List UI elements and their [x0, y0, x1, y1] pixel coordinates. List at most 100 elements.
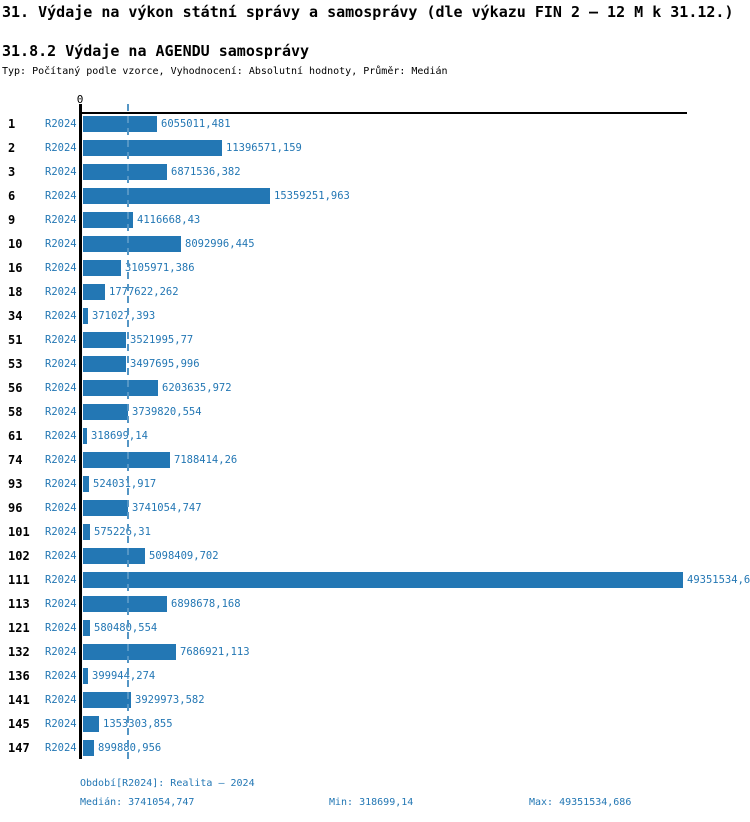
- row-category-label: 141: [8, 693, 30, 707]
- chart-meta: Typ: Počítaný podle vzorce, Vyhodnocení:…: [2, 66, 448, 77]
- row-series-label: R2024: [45, 382, 77, 394]
- row-category-label: 10: [8, 237, 23, 251]
- row-series-label: R2024: [45, 118, 77, 130]
- y-axis-line: [79, 104, 82, 759]
- row-series-label: R2024: [45, 454, 77, 466]
- row-category-label: 111: [8, 573, 30, 587]
- chart-row: 61 R2024 318699,14: [0, 428, 750, 444]
- bar-value-label: 7188414,26: [174, 454, 238, 466]
- row-series-label: R2024: [45, 526, 77, 538]
- row-category-label: 96: [8, 501, 23, 515]
- row-category-label: 18: [8, 285, 23, 299]
- row-series-label: R2024: [45, 238, 77, 250]
- bar: [83, 308, 88, 324]
- bar: [83, 404, 128, 420]
- bar: [83, 428, 87, 444]
- row-category-label: 34: [8, 309, 23, 323]
- bar: [83, 572, 683, 588]
- axis-zero-label: 0: [76, 93, 84, 106]
- bar: [83, 140, 222, 156]
- row-category-label: 58: [8, 405, 23, 419]
- bar-value-label: 3741054,747: [132, 502, 202, 514]
- footer-max: Max: 49351534,686: [529, 797, 632, 808]
- bar: [83, 668, 88, 684]
- row-category-label: 61: [8, 429, 23, 443]
- bar: [83, 260, 121, 276]
- row-category-label: 102: [8, 549, 30, 563]
- row-series-label: R2024: [45, 694, 77, 706]
- row-category-label: 3: [8, 165, 16, 179]
- chart-row: 93 R2024 524031,917: [0, 476, 750, 492]
- row-series-label: R2024: [45, 190, 77, 202]
- chart-row: 132 R2024 7686921,113: [0, 644, 750, 660]
- chart-row: 121 R2024 580480,554: [0, 620, 750, 636]
- chart-row: 101 R2024 575226,31: [0, 524, 750, 540]
- chart-row: 113 R2024 6898678,168: [0, 596, 750, 612]
- row-series-label: R2024: [45, 574, 77, 586]
- bar: [83, 476, 89, 492]
- bar-value-label: 6055011,481: [161, 118, 231, 130]
- x-axis-line: [79, 112, 687, 114]
- row-series-label: R2024: [45, 310, 77, 322]
- bar-value-label: 4116668,43: [137, 214, 201, 226]
- row-series-label: R2024: [45, 670, 77, 682]
- chart-row: 51 R2024 3521995,77: [0, 332, 750, 348]
- bar-value-label: 8092996,445: [185, 238, 255, 250]
- row-series-label: R2024: [45, 502, 77, 514]
- bar-value-label: 524031,917: [93, 478, 157, 490]
- chart-row: 10 R2024 8092996,445: [0, 236, 750, 252]
- row-series-label: R2024: [45, 142, 77, 154]
- bar-value-label: 399944,274: [92, 670, 156, 682]
- footer-median: Medián: 3741054,747: [80, 797, 195, 808]
- bar-value-label: 3739820,554: [132, 406, 202, 418]
- row-series-label: R2024: [45, 406, 77, 418]
- bar-value-label: 3929973,582: [135, 694, 205, 706]
- bar: [83, 644, 176, 660]
- bar: [83, 332, 126, 348]
- chart-row: 3 R2024 6871536,382: [0, 164, 750, 180]
- bar: [83, 500, 128, 516]
- chart-row: 102 R2024 5098409,702: [0, 548, 750, 564]
- bar-value-label: 49351534,68: [687, 574, 750, 586]
- chart-row: 141 R2024 3929973,582: [0, 692, 750, 708]
- row-category-label: 51: [8, 333, 23, 347]
- chart-row: 74 R2024 7188414,26: [0, 452, 750, 468]
- row-series-label: R2024: [45, 358, 77, 370]
- chart-row: 96 R2024 3741054,747: [0, 500, 750, 516]
- footer-period: Období[R2024]: Realita – 2024: [80, 778, 255, 789]
- bar: [83, 164, 167, 180]
- bar: [83, 692, 131, 708]
- bar-value-label: 1353303,855: [103, 718, 173, 730]
- chart-row: 6 R2024 15359251,963: [0, 188, 750, 204]
- bar-value-label: 15359251,963: [274, 190, 350, 202]
- bar-value-label: 1777622,262: [109, 286, 179, 298]
- row-series-label: R2024: [45, 430, 77, 442]
- row-series-label: R2024: [45, 166, 77, 178]
- chart-row: 111 R2024 49351534,68: [0, 572, 750, 588]
- bar-value-label: 371027,393: [92, 310, 156, 322]
- bar: [83, 212, 133, 228]
- row-series-label: R2024: [45, 550, 77, 562]
- chart-row: 34 R2024 371027,393: [0, 308, 750, 324]
- row-category-label: 56: [8, 381, 23, 395]
- row-series-label: R2024: [45, 598, 77, 610]
- row-category-label: 53: [8, 357, 23, 371]
- chart-row: 145 R2024 1353303,855: [0, 716, 750, 732]
- row-series-label: R2024: [45, 718, 77, 730]
- median-line: [127, 104, 129, 759]
- chart-row: 136 R2024 399944,274: [0, 668, 750, 684]
- bar: [83, 284, 105, 300]
- row-category-label: 9: [8, 213, 16, 227]
- bar: [83, 620, 90, 636]
- chart-row: 18 R2024 1777622,262: [0, 284, 750, 300]
- chart-row: 56 R2024 6203635,972: [0, 380, 750, 396]
- bar: [83, 596, 167, 612]
- chart-row: 147 R2024 899880,956: [0, 740, 750, 756]
- row-series-label: R2024: [45, 214, 77, 226]
- bar-value-label: 11396571,159: [226, 142, 302, 154]
- bar: [83, 740, 94, 756]
- row-category-label: 113: [8, 597, 30, 611]
- row-category-label: 2: [8, 141, 16, 155]
- page-title: 31. Výdaje na výkon státní správy a samo…: [2, 3, 734, 21]
- bar: [83, 188, 270, 204]
